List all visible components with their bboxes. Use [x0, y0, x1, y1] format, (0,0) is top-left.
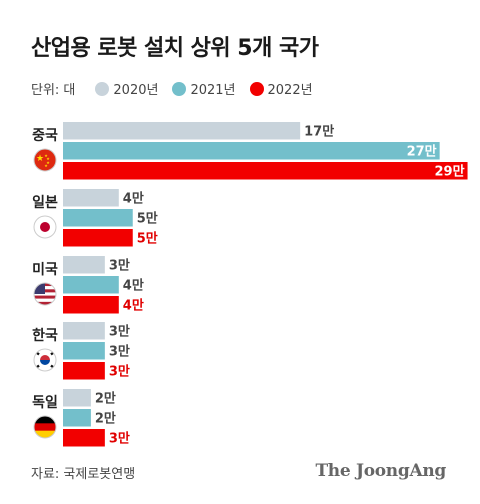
data-label: 2만 — [95, 411, 116, 427]
data-label: 4만 — [123, 191, 144, 207]
legend-swatch-2021 — [172, 81, 187, 96]
svg-text:★: ★ — [44, 163, 48, 168]
country-group: 한국 3만 3만 3만 — [32, 322, 130, 380]
data-label: 3만 — [109, 258, 130, 274]
country-label: 미국 — [32, 262, 58, 278]
legend-label-2022: 2022년 — [267, 83, 313, 98]
country-label: 중국 — [32, 128, 58, 144]
bar-2021년 — [63, 209, 133, 227]
data-label: 3만 — [109, 324, 130, 340]
china-flag-icon: ★ ★★★★ — [33, 148, 57, 172]
legend-label-2020: 2020년 — [113, 83, 159, 98]
svg-text:★: ★ — [36, 154, 44, 164]
data-label: 4만 — [123, 298, 144, 314]
korea-flag-icon — [33, 348, 57, 372]
bar-2020년 — [63, 256, 105, 274]
legend: 단위: 대 2020년 2021년 2022년 — [31, 79, 327, 98]
bar-2022년 — [63, 362, 105, 380]
data-label: 17만 — [304, 124, 334, 140]
legend-item-2021: 2021년 — [172, 79, 236, 98]
legend-swatch-2020 — [95, 81, 110, 96]
bar-2022년 — [63, 162, 468, 180]
legend-item-2020: 2020년 — [95, 79, 158, 98]
data-label: 27만 — [407, 144, 437, 160]
data-label: 5만 — [137, 211, 158, 227]
bar-2020년 — [63, 389, 91, 407]
legend-swatch-2022 — [249, 81, 264, 96]
bar-2020년 — [63, 122, 301, 140]
unit-label: 단위: 대 — [31, 83, 76, 98]
svg-text:★: ★ — [46, 160, 50, 165]
country-group: 일본 4만 5만 5만 — [32, 189, 158, 247]
bar-2021년 — [63, 409, 91, 427]
legend-item-2022: 2022년 — [249, 79, 313, 98]
data-label: 3만 — [109, 344, 130, 360]
bar-2020년 — [63, 189, 119, 207]
data-label: 2만 — [95, 391, 116, 407]
bar-2021년 — [63, 142, 440, 160]
bar-2022년 — [63, 296, 119, 314]
country-label: 일본 — [32, 195, 58, 211]
source-note: 자료: 국제로봇연맹 — [31, 467, 136, 482]
chart-title: 산업용 로봇 설치 상위 5개 국가 — [31, 36, 319, 61]
country-label: 한국 — [32, 328, 58, 344]
germany-flag-icon — [33, 415, 57, 439]
bar-2020년 — [63, 322, 105, 340]
data-label: 3만 — [109, 364, 130, 380]
country-group: 독일 2만 2만 3만 — [32, 389, 130, 447]
country-group: 미국 3만 4만 4만 — [32, 256, 144, 314]
data-label: 3만 — [109, 431, 130, 447]
data-label: 29만 — [434, 164, 464, 180]
bar-2022년 — [63, 229, 133, 247]
country-group: 중국 ★ ★★★★ 17만 27만 29만 — [32, 122, 468, 180]
usa-flag-icon — [33, 282, 57, 306]
svg-text:★: ★ — [44, 153, 48, 158]
legend-label-2021: 2021년 — [190, 83, 236, 98]
bar-2021년 — [63, 342, 105, 360]
bar-2021년 — [63, 276, 119, 294]
bar-2022년 — [63, 429, 105, 447]
data-label: 5만 — [137, 231, 158, 247]
publisher-logo: The JoongAng — [315, 461, 446, 481]
japan-flag-icon — [33, 215, 57, 239]
svg-text:★: ★ — [46, 156, 50, 161]
data-label: 4만 — [123, 278, 144, 294]
country-label: 독일 — [32, 395, 58, 411]
